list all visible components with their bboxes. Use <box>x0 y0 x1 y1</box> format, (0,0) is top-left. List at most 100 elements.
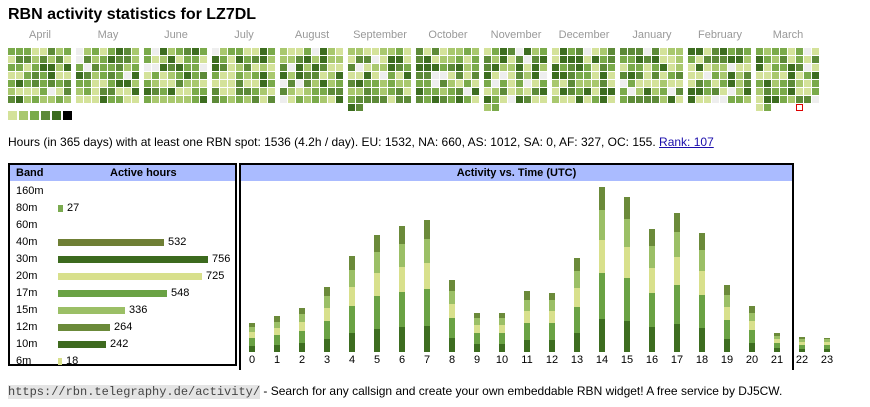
calendar-day-cell <box>372 96 379 103</box>
calendar-day-cell <box>356 72 363 79</box>
hour-bar-segment <box>799 342 805 345</box>
calendar-day-cell <box>244 88 251 95</box>
calendar-day-cell <box>772 88 779 95</box>
calendar-day-cell <box>108 64 115 71</box>
calendar-day-cell <box>56 64 63 71</box>
calendar-day-cell <box>192 72 199 79</box>
calendar-day-cell <box>92 80 99 87</box>
hour-bar-segment <box>649 229 655 246</box>
calendar-day-cell <box>484 96 491 103</box>
band-hours-bar <box>58 358 62 365</box>
activity-chart-title: Activity vs. Time (UTC) <box>456 167 577 179</box>
calendar-day-cell <box>440 80 447 87</box>
calendar-day-cell <box>416 96 423 103</box>
calendar-day-cell <box>744 80 751 87</box>
calendar-day-cell <box>628 64 635 71</box>
calendar-day-cell <box>100 88 107 95</box>
calendar-day-cell <box>676 48 683 55</box>
calendar-day-cell <box>668 96 675 103</box>
hour-bar-segment <box>774 333 780 336</box>
calendar-day-cell <box>48 96 55 103</box>
calendar-day-cell <box>176 96 183 103</box>
calendar-day-cell <box>236 48 243 55</box>
calendar-day-cell <box>304 48 311 55</box>
calendar-day-cell <box>704 80 711 87</box>
rank-link[interactable]: Rank: 107 <box>659 135 714 149</box>
calendar-day-cell <box>728 72 735 79</box>
calendar-day-cell <box>560 96 567 103</box>
calendar-day-cell <box>796 72 803 79</box>
hour-bar-segment <box>374 296 380 329</box>
calendar-day-cell <box>8 80 15 87</box>
calendar-day-cell <box>24 88 31 95</box>
calendar-day-cell <box>16 88 23 95</box>
hour-bar-segment <box>449 338 455 352</box>
calendar-day-cell <box>764 104 771 111</box>
calendar-day-cell <box>660 80 667 87</box>
hour-bar-segment <box>699 328 705 352</box>
calendar-day-cell <box>500 64 507 71</box>
month-label-august: August <box>294 29 330 41</box>
month-label-june: June <box>164 29 188 41</box>
hour-bar-segment <box>674 257 680 285</box>
calendar-day-cell <box>568 88 575 95</box>
calendar-day-cell <box>144 64 151 71</box>
calendar-day-cell <box>464 56 471 63</box>
calendar-day-cell <box>620 88 627 95</box>
hour-bar-segment <box>424 239 430 263</box>
calendar-day-cell <box>268 80 275 87</box>
hour-bar-segment <box>374 329 380 352</box>
hour-bar-segment <box>249 346 255 352</box>
calendar-day-cell <box>124 56 131 63</box>
calendar-day-cell <box>524 96 531 103</box>
calendar-day-cell <box>64 72 71 79</box>
calendar-day-cell <box>64 96 71 103</box>
calendar-day-cell <box>132 80 139 87</box>
calendar-day-cell <box>812 72 819 79</box>
calendar-day-cell <box>540 96 547 103</box>
calendar-day-cell <box>396 48 403 55</box>
calendar-day-cell <box>472 48 479 55</box>
hour-bar-segment <box>599 273 605 319</box>
calendar-day-cell <box>576 88 583 95</box>
calendar-day-cell <box>756 72 763 79</box>
calendar-day-cell <box>720 72 727 79</box>
calendar-day-cell <box>788 48 795 55</box>
calendar-day-cell <box>260 88 267 95</box>
calendar-day-cell <box>168 56 175 63</box>
calendar-day-cell <box>540 80 547 87</box>
calendar-day-cell <box>152 56 159 63</box>
calendar-day-cell <box>260 64 267 71</box>
calendar-day-cell <box>288 48 295 55</box>
calendar-day-cell <box>712 88 719 95</box>
calendar-day-cell <box>728 88 735 95</box>
calendar-day-cell <box>688 48 695 55</box>
hour-bar-segment <box>449 318 455 338</box>
calendar-day-cell <box>704 64 711 71</box>
band-name: 40m <box>16 236 38 248</box>
calendar-day-cell <box>32 88 39 95</box>
calendar-day-cell <box>560 88 567 95</box>
calendar-day-cell <box>540 88 547 95</box>
hour-tick-label: 21 <box>770 354 784 366</box>
hour-bar-segment <box>699 233 705 250</box>
calendar-day-cell <box>396 96 403 103</box>
calendar-day-cell <box>116 56 123 63</box>
calendar-day-cell <box>152 88 159 95</box>
hour-bar-segment <box>824 339 830 342</box>
band-name: 17m <box>16 287 38 299</box>
footer-url[interactable]: https://rbn.telegraphy.de/activity/ <box>8 385 261 399</box>
calendar-day-cell <box>532 96 539 103</box>
hour-bar-segment <box>774 336 780 339</box>
calendar-day-cell <box>812 80 819 87</box>
calendar-day-cell <box>168 72 175 79</box>
calendar-day-cell <box>804 56 811 63</box>
calendar-day-cell <box>372 48 379 55</box>
calendar-day-cell <box>508 56 515 63</box>
calendar-day-cell <box>132 64 139 71</box>
calendar-day-cell <box>280 80 287 87</box>
calendar-day-cell <box>628 88 635 95</box>
calendar-day-cell <box>312 88 319 95</box>
calendar-day-cell <box>796 56 803 63</box>
calendar-day-cell <box>728 80 735 87</box>
